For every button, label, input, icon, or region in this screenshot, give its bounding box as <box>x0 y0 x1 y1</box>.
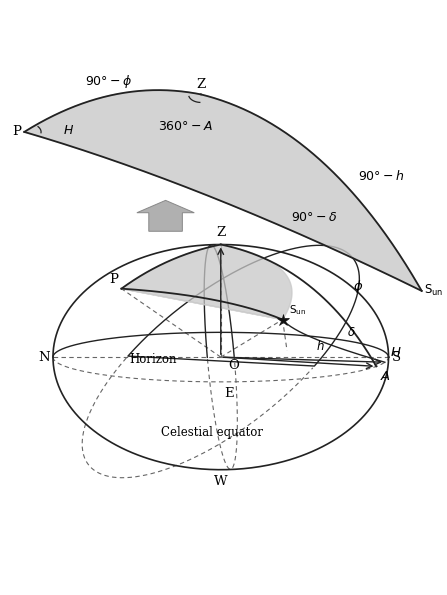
Text: N: N <box>38 350 50 364</box>
Text: $90°-\delta$: $90°-\delta$ <box>291 211 338 224</box>
Polygon shape <box>24 90 422 291</box>
Text: $\phi$: $\phi$ <box>353 278 363 295</box>
Polygon shape <box>122 245 292 320</box>
Text: $\mathit{A}$: $\mathit{A}$ <box>380 370 391 383</box>
Text: $h$: $h$ <box>316 339 325 353</box>
Text: P: P <box>12 126 21 139</box>
Text: E: E <box>224 387 234 400</box>
Text: Z: Z <box>196 78 206 91</box>
Text: $90°-h$: $90°-h$ <box>358 169 404 183</box>
Text: Celestial equator: Celestial equator <box>161 425 263 439</box>
Polygon shape <box>137 201 194 231</box>
Text: Z: Z <box>216 226 225 239</box>
Text: Horizon: Horizon <box>129 353 177 366</box>
Text: $\mathit{H}$: $\mathit{H}$ <box>390 346 402 359</box>
Text: $\mathrm{S_{un}}$: $\mathrm{S_{un}}$ <box>289 303 307 317</box>
Text: $90°-\phi$: $90°-\phi$ <box>84 73 132 90</box>
Text: $\mathrm{S_{un}}$: $\mathrm{S_{un}}$ <box>424 283 443 299</box>
Text: O: O <box>229 359 240 372</box>
Text: $\delta$: $\delta$ <box>346 326 355 339</box>
Text: $360°-A$: $360°-A$ <box>158 120 213 133</box>
Text: $\mathit{H}$: $\mathit{H}$ <box>63 124 74 137</box>
Text: W: W <box>214 475 228 488</box>
Text: S: S <box>392 350 401 364</box>
Text: P: P <box>109 274 118 286</box>
